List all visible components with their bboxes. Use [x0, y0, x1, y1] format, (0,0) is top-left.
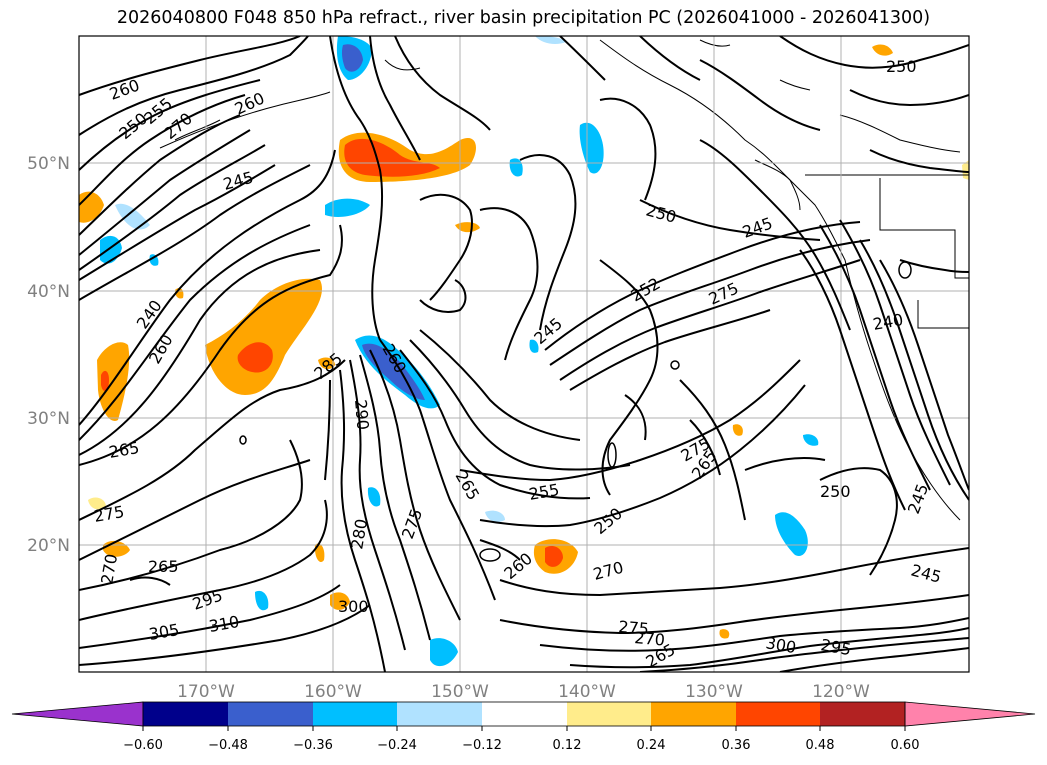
anomaly-negative: [535, 36, 566, 44]
map-title: 2026040800 F048 850 hPa refract., river …: [116, 8, 931, 28]
contour-label: 275: [618, 617, 650, 639]
anomaly-positive-strong: [237, 342, 273, 373]
colorbar-extend-high: [904, 701, 1036, 727]
lat-label: 50°N: [27, 154, 70, 174]
refractivity-contours: [79, 36, 969, 672]
lon-label: 130°W: [685, 682, 743, 702]
anomaly-positive: [455, 222, 480, 233]
plot-area: 260 255 250 260 270 245 240 260 265 275 …: [79, 36, 969, 672]
anomaly-positive: [872, 44, 893, 56]
anomaly-negative: [485, 510, 505, 523]
colorbar-segment: [143, 702, 228, 726]
anomaly-positive-strong: [344, 138, 440, 177]
colorbar-tick-label: 0.36: [722, 738, 751, 753]
colorbar-tick-labels: −0.60 −0.48 −0.36 −0.24 −0.12 0.12 0.24 …: [123, 738, 919, 753]
colorbar-segment: [736, 702, 820, 726]
contour-label: 290: [351, 399, 373, 431]
colorbar-segment: [482, 702, 567, 726]
anomaly-negative: [367, 487, 381, 507]
colorbar-segment: [313, 702, 397, 726]
anomaly-negative-strong: [341, 44, 363, 72]
anomaly-positive: [88, 497, 106, 510]
anomaly-negative: [803, 434, 819, 446]
lon-label: 140°W: [558, 682, 616, 702]
anomaly-negative: [430, 638, 458, 667]
closed-contours: [239, 261, 912, 562]
colorbar: −0.60 −0.48 −0.36 −0.24 −0.12 0.12 0.24 …: [11, 701, 1036, 753]
contour-label: 300: [338, 597, 369, 616]
colorbar-tick-label: 0.48: [806, 738, 835, 753]
anomaly-positive-strong: [545, 546, 563, 567]
contour-label: 250: [820, 482, 851, 501]
colorbar-tick-label: −0.36: [293, 738, 333, 753]
anomaly-positive: [732, 424, 743, 436]
anomaly-positive: [205, 278, 322, 395]
graticule: [79, 36, 969, 672]
colorbar-segment: [228, 702, 313, 726]
lat-label: 40°N: [27, 282, 70, 302]
contour-label: 250: [886, 57, 917, 76]
colorbar-tick-label: 0.60: [891, 738, 920, 753]
plot-frame: [78, 35, 970, 673]
colorbar-frame: [142, 701, 906, 727]
colorbar-tick-label: 0.24: [637, 738, 666, 753]
colorbar-segment: [651, 702, 736, 726]
anomaly-negative: [579, 122, 604, 174]
anomaly-negative: [255, 590, 269, 611]
colorbar-segment: [567, 702, 651, 726]
colorbar-extend-low: [11, 701, 144, 727]
lon-label: 160°W: [304, 682, 362, 702]
lat-label: 30°N: [27, 409, 70, 429]
longitude-labels: 170°W 160°W 150°W 140°W 130°W 120°W: [177, 682, 870, 702]
colorbar-ticks: [142, 726, 906, 731]
colorbar-segment: [820, 702, 905, 726]
contour-label: 270: [634, 628, 666, 650]
contour-label: 265: [148, 557, 179, 576]
anomaly-positive: [719, 629, 730, 639]
lon-label: 170°W: [177, 682, 235, 702]
coastlines: [159, 39, 969, 521]
colorbar-tick-label: −0.48: [208, 738, 248, 753]
lat-label: 20°N: [27, 536, 70, 556]
anomaly-positive: [314, 543, 325, 563]
lon-label: 120°W: [812, 682, 870, 702]
anomaly-negative: [325, 198, 370, 217]
colorbar-segment: [397, 702, 482, 726]
colorbar-tick-label: −0.60: [123, 738, 163, 753]
anomaly-positive: [318, 357, 335, 370]
colorbar-tick-label: −0.24: [377, 738, 417, 753]
colorbar-tick-label: −0.12: [462, 738, 502, 753]
anomaly-negative: [115, 203, 150, 230]
colorbar-tick-label: 0.12: [553, 738, 582, 753]
anomaly-positive: [330, 592, 350, 610]
anomaly-positive-strong: [101, 370, 109, 392]
latitude-labels: 50°N 40°N 30°N 20°N: [27, 154, 70, 556]
anomaly-negative: [529, 339, 539, 353]
lon-label: 150°W: [431, 682, 489, 702]
